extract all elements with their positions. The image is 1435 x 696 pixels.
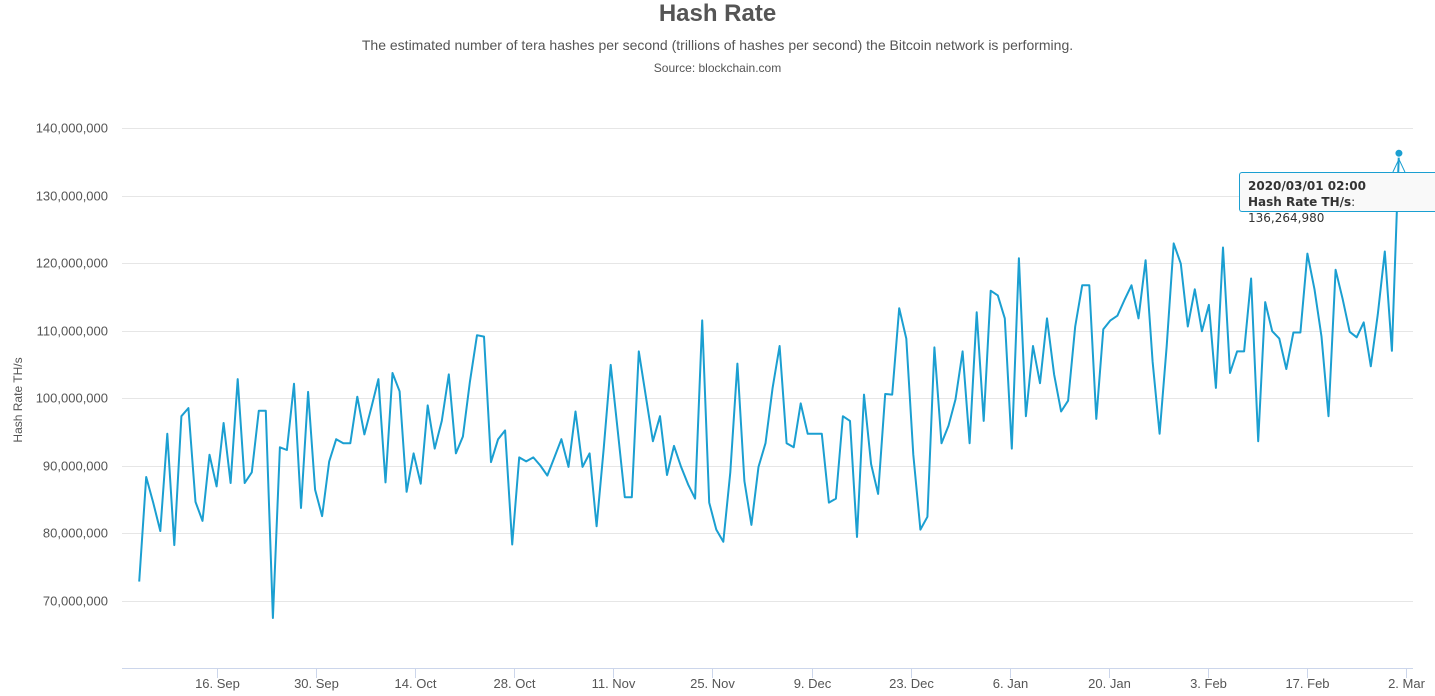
series-line [138, 153, 1400, 619]
grid-lines [122, 128, 1413, 602]
x-tick-label: 25. Nov [690, 676, 735, 691]
y-tick-label: 80,000,000 [43, 526, 108, 541]
y-tick-label: 120,000,000 [36, 256, 108, 271]
y-tick-label: 100,000,000 [36, 391, 108, 406]
y-tick-label: 70,000,000 [43, 594, 108, 609]
data-tooltip: 2020/03/01 02:00 Hash Rate TH/s: 136,264… [1239, 172, 1435, 225]
tooltip-date: 2020/03/01 02:00 [1248, 179, 1366, 193]
hover-point [1394, 148, 1404, 158]
x-tick-label: 16. Sep [195, 676, 240, 691]
chart-source: Source: blockchain.com [653, 61, 782, 75]
y-axis: 70,000,000 80,000,000 90,000,000 100,000,00… [36, 121, 108, 609]
x-tick-label: 3. Feb [1190, 676, 1227, 691]
x-tick-label: 30. Sep [294, 676, 339, 691]
x-tick-label: 28. Oct [494, 676, 536, 691]
tooltip-value: : 136,264,980 [1248, 195, 1356, 225]
x-tick-label: 11. Nov [592, 676, 636, 691]
y-tick-label: 130,000,000 [36, 189, 108, 204]
x-tick-label: 9. Dec [794, 676, 832, 691]
tooltip-series-label: Hash Rate TH/s [1248, 195, 1352, 209]
chart-title: Hash Rate [658, 0, 777, 27]
x-tick-label: 6. Jan [993, 676, 1028, 691]
x-tick-label: 20. Jan [1088, 676, 1131, 691]
y-tick-label: 90,000,000 [43, 459, 108, 474]
y-tick-label: 140,000,000 [36, 121, 108, 136]
x-tick-label: 17. Feb [1285, 676, 1329, 691]
series-group [138, 153, 1400, 619]
y-axis-label: Hash Rate TH/s [11, 357, 25, 442]
x-axis: 16. Sep 30. Sep 14. Oct 28. Oct 11. Nov 25. N… [122, 668, 1426, 691]
tooltip-pointer [1392, 158, 1406, 173]
x-tick-label: 2. Mar [1388, 676, 1426, 691]
hover-marker [1392, 148, 1406, 173]
chart-subtitle: The estimated number of tera hashes per … [361, 37, 1074, 53]
y-tick-label: 110,000,000 [37, 324, 108, 339]
x-tick-label: 14. Oct [395, 676, 437, 691]
x-tick-label: 23. Dec [889, 676, 934, 691]
